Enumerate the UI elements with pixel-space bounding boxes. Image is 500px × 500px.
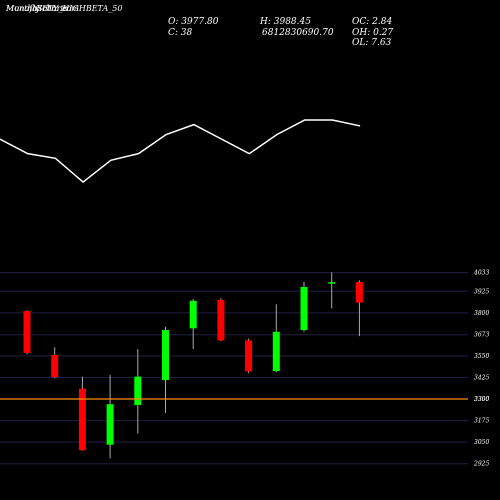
candle-up: [134, 376, 142, 406]
candle-up: [328, 282, 336, 284]
candle-down: [217, 299, 225, 341]
y-tick-label: 3550: [474, 353, 489, 360]
candle-up: [106, 404, 114, 445]
y-tick-label: 3925: [474, 288, 489, 295]
header-label-symbol: NIFTY_HIGHBETA_50: [32, 4, 123, 13]
candle-up: [272, 331, 280, 372]
ohlc-oc: OC: 2.84: [352, 17, 393, 27]
marker-line: 3300: [0, 396, 489, 403]
header-label-period: Monthly charts: [6, 4, 68, 13]
indicator-panel: [0, 119, 361, 184]
candle-down: [23, 311, 31, 353]
ohlc-volume: 6812830690.70: [262, 28, 334, 38]
candle-down: [355, 282, 363, 303]
y-tick-label: 3425: [474, 374, 489, 381]
candles: [23, 272, 363, 459]
marker-level-label: 3300: [474, 396, 489, 403]
y-tick-label: 3800: [474, 310, 489, 317]
ohlc-oh: OH: 0.27: [352, 28, 394, 38]
candle-up: [189, 300, 197, 329]
indicator-series-line: [0, 119, 361, 184]
y-tick-label: 3175: [474, 418, 489, 425]
y-tick-label: 4033: [473, 270, 489, 277]
y-tick-label: 3050: [474, 439, 489, 446]
grid-lines: [0, 272, 468, 465]
candle-down: [51, 355, 59, 378]
ohlc-high: H: 3988.45: [260, 17, 311, 27]
candle-down: [245, 340, 253, 372]
ohlc-close: C: 38: [168, 28, 193, 38]
ohlc-open: O: 3977.80: [168, 17, 219, 27]
y-tick-label: 2925: [473, 461, 489, 468]
ohlc-ol: OL: 7.63: [352, 38, 392, 48]
candle-down: [78, 388, 86, 451]
candle-up: [300, 286, 308, 331]
header-label-site: MunafaSutra.com: [6, 4, 79, 13]
candle-up: [162, 330, 169, 381]
y-tick-label: 3300: [474, 396, 489, 403]
y-tick-label: 3673: [474, 332, 489, 339]
y-axis-ticks: 4033 3925 3800 3673 3550 3425 3300 3175 3050 2925: [473, 270, 489, 468]
